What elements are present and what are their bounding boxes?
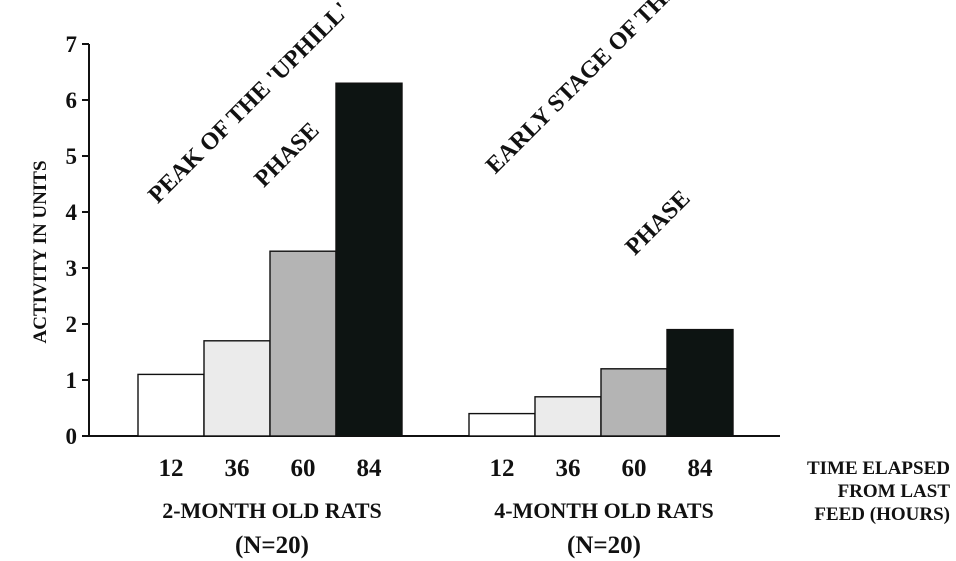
phase-annotation-line: PHASE [250, 118, 325, 193]
category-label: 84 [357, 455, 383, 482]
bar-4-month-84h [666, 328, 734, 437]
category-label: 84 [688, 455, 714, 482]
bars [137, 82, 734, 437]
category-labels: 12 36 60 84 12 36 60 84 [159, 455, 714, 482]
y-tick-label: 6 [66, 88, 78, 113]
bar-2-month-36h [203, 340, 271, 437]
y-tick-label: 3 [66, 256, 78, 281]
bar-4-month-36h [534, 396, 602, 437]
y-tick-label: 5 [66, 144, 78, 169]
x-axis-label-line-2: FROM LAST [838, 481, 951, 502]
category-label: 12 [159, 455, 184, 482]
phase-annotation-line: PEAK OF THE 'UPHILL' [143, 0, 354, 209]
category-label: 36 [225, 455, 250, 482]
group-name: 4-MONTH OLD RATS [494, 498, 714, 523]
y-tick-label: 7 [66, 32, 78, 57]
phase-annotation-line: EARLY STAGE OF THE 'DOWNHILL' [481, 0, 795, 179]
annotations: PEAK OF THE 'UPHILL'PHASE EARLY STAGE OF … [143, 0, 795, 261]
category-label: 36 [556, 455, 581, 482]
bar-4-month-60h [600, 368, 668, 437]
phase-annotation-line: PHASE [621, 186, 696, 261]
group-sample-size: (N=20) [567, 532, 641, 559]
x-axis-label-line-1: TIME ELAPSED [807, 458, 950, 479]
y-tick-label: 2 [66, 312, 78, 337]
y-tick-label: 1 [66, 368, 78, 393]
category-label: 12 [490, 455, 515, 482]
y-axis-label: ACTIVITY IN UNITS [30, 160, 51, 343]
y-ticks: 0 1 2 3 4 5 6 7 [66, 32, 89, 449]
bar-2-month-60h [269, 250, 337, 437]
category-label: 60 [622, 455, 647, 482]
group-labels: 2-MONTH OLD RATS (N=20) 4-MONTH OLD RATS (N… [162, 498, 714, 559]
bar-2-month-84h [335, 82, 403, 437]
bar-4-month-12h [468, 412, 536, 437]
x-axis-label-line-3: FEED (HOURS) [814, 504, 950, 525]
y-tick-label: 4 [66, 200, 78, 225]
group-sample-size: (N=20) [235, 532, 309, 559]
group-name: 2-MONTH OLD RATS [162, 498, 382, 523]
y-tick-label: 0 [66, 424, 78, 449]
category-label: 60 [291, 455, 316, 482]
bar-2-month-12h [137, 373, 205, 437]
